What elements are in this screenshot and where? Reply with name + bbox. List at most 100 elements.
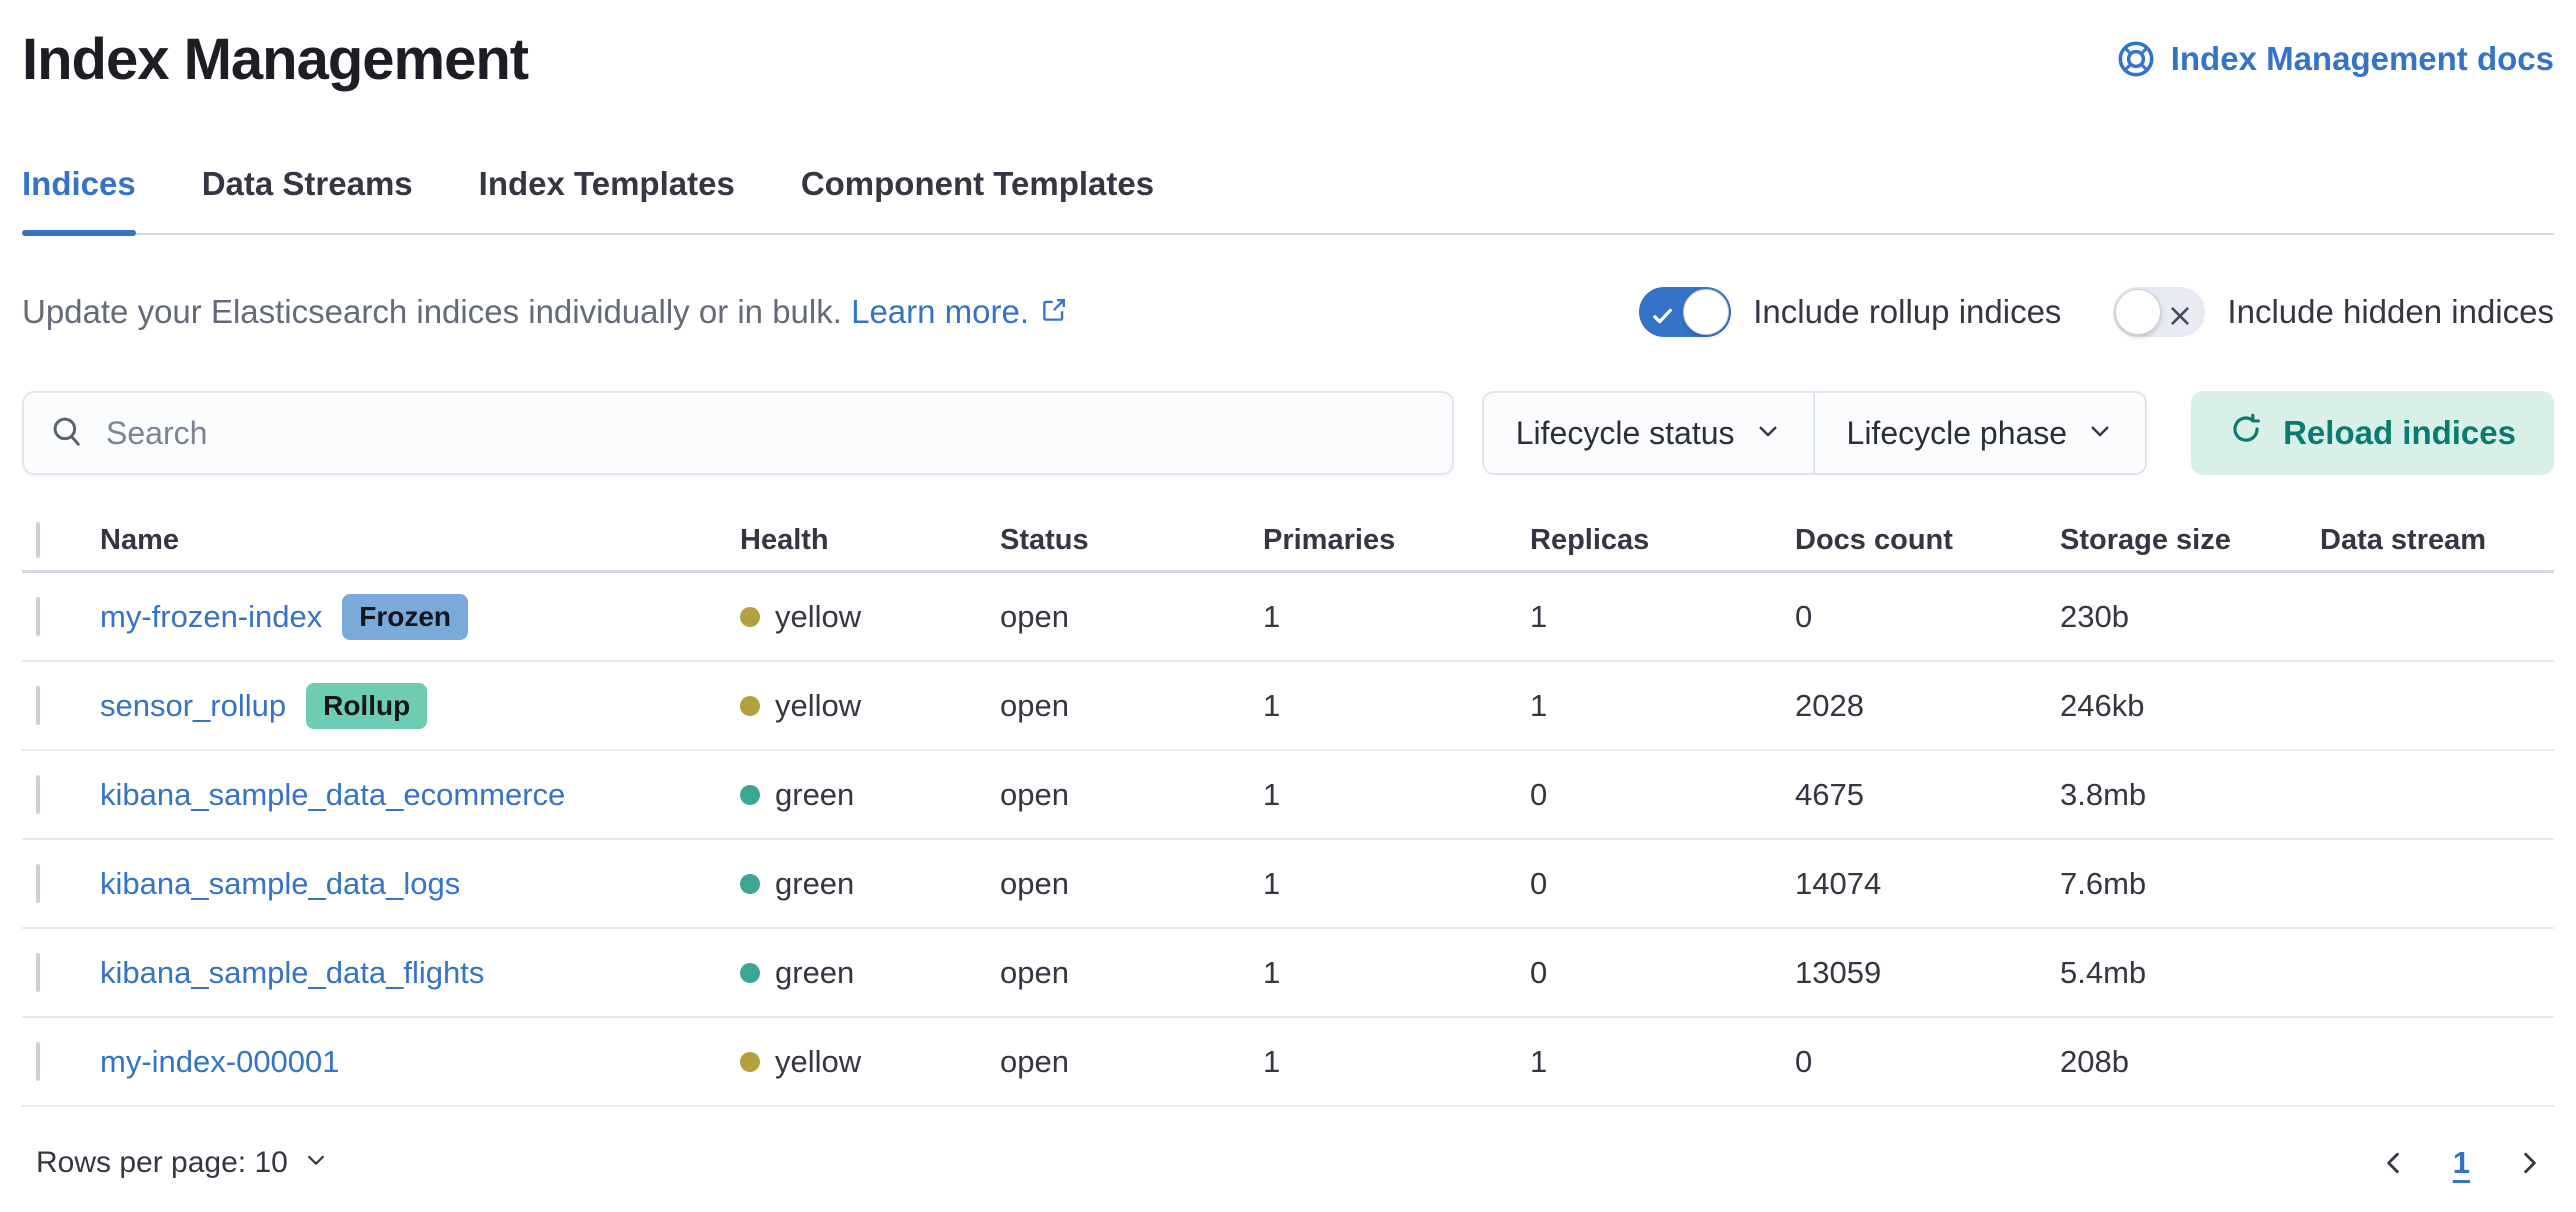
docs-count-cell: 14074 [1795,865,1882,901]
primaries-cell: 1 [1263,865,1281,901]
health-label: yellow [775,687,862,723]
status-cell: open [1000,1043,1069,1079]
pagination-bar: Rows per page: 10 1 [22,1145,2554,1181]
primaries-cell: 1 [1263,954,1281,990]
docs-count-cell: 4675 [1795,776,1864,812]
index-badge: Frozen [342,593,469,640]
column-header-name[interactable]: Name [100,524,179,556]
health-dot-icon [740,695,760,716]
index-badge: Rollup [306,682,428,729]
external-link-icon [1041,293,1068,331]
status-cell: open [1000,776,1069,812]
index-name-link[interactable]: kibana_sample_data_flights [100,954,485,990]
controls-row: Lifecycle status Lifecycle phase Reload … [22,391,2554,475]
status-cell: open [1000,598,1069,634]
health-label: yellow [775,1043,862,1079]
table-header-row: Name Health Status Primaries Replicas Do… [22,511,2554,573]
health-dot-icon [740,784,760,805]
tab-component-templates[interactable]: Component Templates [800,165,1155,202]
health-label: green [775,954,855,990]
storage-size-cell: 3.8mb [2060,776,2147,812]
pager: 1 [2379,1145,2544,1181]
docs-count-cell: 0 [1795,1043,1813,1079]
index-name-link[interactable]: my-index-000001 [100,1043,340,1079]
table-row: my-frozen-index Frozen yellow open 1 1 0… [22,573,2554,662]
replicas-cell: 1 [1530,687,1548,723]
table-row: kibana_sample_data_flights green open 1 … [22,929,2554,1018]
replicas-cell: 0 [1530,865,1548,901]
column-header-data-stream[interactable]: Data stream [2320,524,2487,556]
toggle-knob [1683,289,1730,335]
table-row: kibana_sample_data_logs green open 1 0 1… [22,840,2554,929]
hidden-toggle-label: Include hidden indices [2227,293,2554,330]
health-label: green [775,865,855,901]
search-input[interactable] [106,414,1426,452]
rollup-toggle-label: Include rollup indices [1753,293,2062,330]
row-checkbox[interactable] [36,774,40,814]
toggle-knob [2115,289,2162,335]
docs-count-cell: 0 [1795,598,1813,634]
toggle-group: Include rollup indices Include hidden in… [1639,287,2554,337]
replicas-cell: 1 [1530,1043,1548,1079]
select-all-checkbox[interactable] [36,522,40,558]
lifecycle-phase-filter[interactable]: Lifecycle phase [1812,393,2146,473]
row-checkbox[interactable] [36,952,40,992]
primaries-cell: 1 [1263,1043,1281,1079]
tab-data-streams[interactable]: Data Streams [201,165,413,202]
row-checkbox[interactable] [36,1041,40,1081]
reload-indices-button[interactable]: Reload indices [2191,391,2554,475]
tab-bar: Indices Data Streams Index Templates Com… [22,165,2554,236]
tab-index-templates[interactable]: Index Templates [478,165,735,202]
storage-size-cell: 208b [2060,1043,2129,1079]
table-row: kibana_sample_data_ecommerce green open … [22,751,2554,840]
description-text: Update your Elasticsearch indices indivi… [22,293,1068,331]
refresh-icon [2229,412,2263,454]
check-icon [1650,299,1676,337]
column-header-health[interactable]: Health [740,524,829,556]
primaries-cell: 1 [1263,687,1281,723]
index-management-page: Index Management Index Management docs I… [22,26,2554,1181]
docs-link[interactable]: Index Management docs [2117,40,2554,78]
include-hidden-toggle[interactable] [2113,287,2206,337]
column-header-docs-count[interactable]: Docs count [1795,524,1953,556]
health-label: green [775,776,855,812]
index-name-link[interactable]: kibana_sample_data_logs [100,865,461,901]
row-checkbox[interactable] [36,596,40,636]
include-rollup-toggle[interactable] [1639,287,1732,337]
learn-more-link[interactable]: Learn more. [851,293,1068,330]
index-name-link[interactable]: sensor_rollup [100,687,287,723]
health-dot-icon [740,873,760,894]
status-cell: open [1000,954,1069,990]
health-label: yellow [775,598,862,634]
table-row: my-index-000001 yellow open 1 1 0 208b [22,1018,2554,1107]
tab-indices[interactable]: Indices [22,165,136,236]
previous-page-button[interactable] [2379,1149,2407,1177]
primaries-cell: 1 [1263,776,1281,812]
indices-table: Name Health Status Primaries Replicas Do… [22,511,2554,1107]
index-name-link[interactable]: my-frozen-index [100,598,323,634]
index-name-link[interactable]: kibana_sample_data_ecommerce [100,776,566,812]
column-header-primaries[interactable]: Primaries [1263,524,1396,556]
column-header-storage-size[interactable]: Storage size [2060,524,2231,556]
storage-size-cell: 7.6mb [2060,865,2147,901]
chevron-down-icon [1755,415,1781,452]
filter-group: Lifecycle status Lifecycle phase [1481,391,2148,475]
table-body: my-frozen-index Frozen yellow open 1 1 0… [22,573,2554,1107]
row-checkbox[interactable] [36,685,40,725]
column-header-status[interactable]: Status [1000,524,1089,556]
help-lifering-icon [2117,40,2155,78]
next-page-button[interactable] [2516,1149,2544,1177]
chevron-down-icon [2087,415,2113,452]
description-row: Update your Elasticsearch indices indivi… [22,287,2554,337]
search-box [22,391,1454,475]
health-dot-icon [740,606,760,627]
docs-count-cell: 13059 [1795,954,1882,990]
row-checkbox[interactable] [36,863,40,903]
page-header: Index Management Index Management docs [22,26,2554,93]
table-row: sensor_rollup Rollup yellow open 1 1 202… [22,662,2554,751]
page-number-1[interactable]: 1 [2452,1145,2470,1180]
lifecycle-status-filter[interactable]: Lifecycle status [1484,393,1813,473]
hidden-toggle-item: Include hidden indices [2113,287,2554,337]
column-header-replicas[interactable]: Replicas [1530,524,1650,556]
rows-per-page-selector[interactable]: Rows per page: 10 [36,1146,328,1180]
